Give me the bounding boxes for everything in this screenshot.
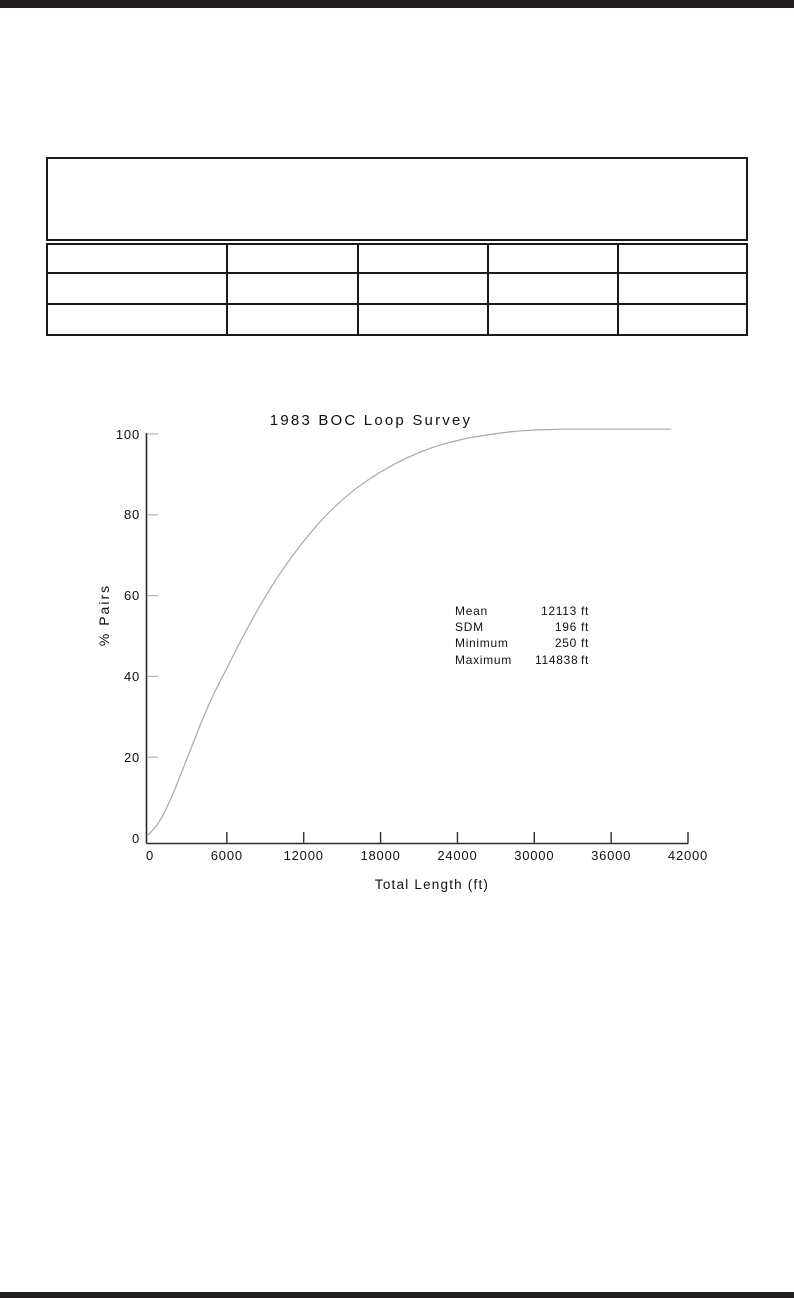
y-tick-label: 100 [115,426,140,442]
stat-label: SDM [455,620,484,635]
stat-unit: ft [581,652,590,667]
table-grid [46,243,748,336]
x-tick-label: 30000 [514,848,555,863]
top-edge-rule [0,0,794,8]
x-tick-label: 36000 [591,848,632,863]
x-axis-title: Total Length (ft) [374,877,490,892]
stat-unit: ft [581,636,590,651]
stat-row: Maximum 114838 ft [455,652,589,668]
stat-label: Minimum [455,636,509,651]
y-axis-title: % Pairs [96,583,112,647]
chart-title: 1983 BOC Loop Survey [269,412,473,429]
stat-row: Minimum 250 ft [455,635,589,651]
stat-value: 196 [554,620,577,635]
table-cell [228,274,359,305]
x-tick-label: 0 [145,848,155,863]
table-cell [48,274,228,305]
cumulative-curve [146,428,672,836]
chart-canvas [145,428,689,845]
stats-annotation: Mean 12113 ft SDM 196 ft Minimum 250 ft Maximum 11… [455,603,589,668]
stat-row: SDM 196 ft [455,619,589,635]
x-tick-label: 42000 [667,848,709,863]
y-tick-label: 40 [123,668,140,684]
x-tick-label: 24000 [437,848,478,863]
summary-table [46,157,748,336]
table-cell [228,305,359,334]
table-cell [489,245,619,274]
stat-row: Mean 12113 ft [455,603,589,619]
table-cell [228,245,359,274]
stat-label: Mean [455,604,488,618]
table-cell [619,245,746,274]
table-cell [359,305,489,334]
y-tick-label: 0 [131,830,140,846]
table-cell [359,245,489,274]
stat-value: 114838 [535,652,579,667]
stat-unit: ft [581,620,590,635]
bottom-edge-rule [0,1292,794,1298]
stat-unit: ft [581,604,590,618]
table-cell [489,274,619,305]
x-tick-label: 6000 [210,848,243,863]
table-cell [48,305,228,334]
x-tick-label: 18000 [360,848,401,863]
y-tick-label: 80 [123,507,140,523]
x-tick-label: 12000 [283,848,324,863]
table-cell [359,274,489,305]
table-cell [48,245,228,274]
table-cell [619,305,746,334]
y-tick-label: 60 [123,588,140,604]
table-header-box [46,157,748,241]
table-cell [619,274,746,305]
y-tick-label: 20 [123,749,140,765]
stat-label: Maximum [455,652,512,667]
stat-value: 250 [554,636,577,651]
stat-value: 12113 [541,604,577,618]
table-cell [489,305,619,334]
